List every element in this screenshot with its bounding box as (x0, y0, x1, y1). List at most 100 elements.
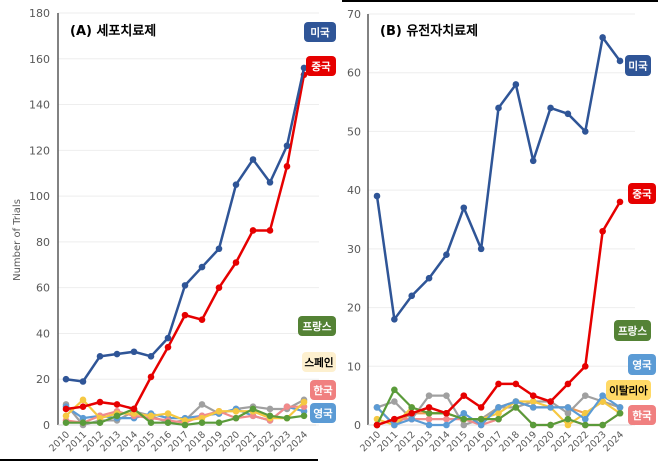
legend-label-box (298, 316, 336, 336)
data-point (249, 156, 257, 163)
data-point (113, 401, 121, 408)
data-point (495, 404, 502, 411)
series-line (376, 201, 622, 427)
legend-label: 영국 (628, 354, 656, 375)
data-point (232, 407, 240, 415)
legend-label-text: 중국 (632, 189, 652, 201)
legend-label-text: 미국 (310, 26, 330, 39)
legend-label-box (614, 320, 651, 341)
data-point (477, 404, 485, 411)
series-미국 (62, 64, 308, 385)
data-point (164, 343, 172, 351)
data-point (181, 421, 189, 429)
legend-label-text: 영국 (313, 407, 333, 420)
data-point (96, 353, 104, 360)
data-point (477, 245, 485, 253)
data-point (266, 227, 274, 234)
legend-label-text: 프랑스 (303, 321, 332, 333)
legend-label: 한국 (628, 405, 656, 425)
data-point (130, 410, 138, 417)
data-point (198, 263, 206, 271)
data-point (198, 419, 206, 427)
data-point (62, 412, 70, 420)
data-point (529, 404, 537, 411)
legend-label-box (310, 403, 336, 423)
data-point (477, 415, 485, 423)
legend-label: 프랑스 (614, 320, 651, 341)
y-tick-label: 40 (347, 184, 361, 197)
data-point (425, 415, 433, 423)
data-point (581, 415, 589, 423)
data-point (564, 404, 572, 411)
data-point (198, 316, 206, 324)
data-point (181, 311, 189, 319)
data-point (391, 398, 398, 405)
data-point (96, 398, 104, 406)
legend-label-text: 프랑스 (618, 326, 647, 338)
data-point (512, 404, 520, 411)
data-point (564, 380, 572, 388)
data-point (581, 421, 589, 429)
y-tick-label: 20 (347, 302, 361, 315)
data-point (408, 404, 416, 411)
data-point (79, 396, 87, 404)
series-line (375, 36, 622, 321)
data-point (147, 353, 155, 360)
y-tick-label: 120 (29, 144, 50, 157)
legend-label: 미국 (304, 22, 336, 42)
data-point (215, 419, 223, 427)
data-point (460, 204, 468, 212)
data-point (130, 405, 138, 413)
data-point (529, 157, 537, 165)
data-point (477, 421, 485, 429)
data-point (283, 414, 291, 422)
data-point (547, 421, 554, 429)
chart-title: (B) 유전자치료제 (380, 23, 478, 39)
legend-label: 영국 (310, 403, 336, 423)
data-point (529, 421, 537, 429)
data-point (599, 398, 606, 405)
data-point (113, 350, 121, 358)
legend-label-text: 영국 (632, 359, 652, 372)
y-tick-label: 40 (36, 327, 50, 340)
data-point (249, 405, 257, 413)
data-point (616, 404, 624, 411)
legend-label-box (606, 380, 651, 400)
y-tick-label: 70 (347, 8, 361, 21)
y-tick-label: 140 (29, 99, 50, 112)
data-point (62, 405, 70, 413)
data-point (147, 412, 155, 420)
data-point (408, 415, 416, 423)
data-point (460, 409, 468, 417)
data-point (391, 421, 398, 429)
series-line (65, 67, 306, 383)
series-영국 (373, 392, 624, 429)
legend-label: 미국 (625, 55, 651, 76)
data-point (266, 405, 274, 413)
legend-label-text: 미국 (628, 60, 648, 73)
data-point (147, 419, 155, 427)
data-point (232, 414, 240, 422)
data-point (79, 419, 87, 427)
data-point (300, 64, 308, 72)
series-프랑스 (373, 386, 624, 429)
data-point (512, 81, 520, 88)
data-point (232, 259, 240, 266)
data-point (564, 409, 572, 417)
data-point (300, 412, 308, 420)
legend-label-box (306, 56, 336, 76)
data-point (215, 245, 223, 253)
data-point (512, 398, 520, 405)
data-point (547, 104, 554, 112)
data-point (79, 403, 87, 410)
data-point (373, 192, 381, 200)
data-point (460, 421, 468, 429)
data-point (79, 414, 87, 422)
data-point (249, 412, 257, 420)
legend-label-text: 중국 (311, 61, 331, 73)
data-point (164, 410, 172, 417)
data-point (599, 392, 606, 399)
legend-label-box (628, 405, 656, 425)
data-point (300, 407, 308, 415)
